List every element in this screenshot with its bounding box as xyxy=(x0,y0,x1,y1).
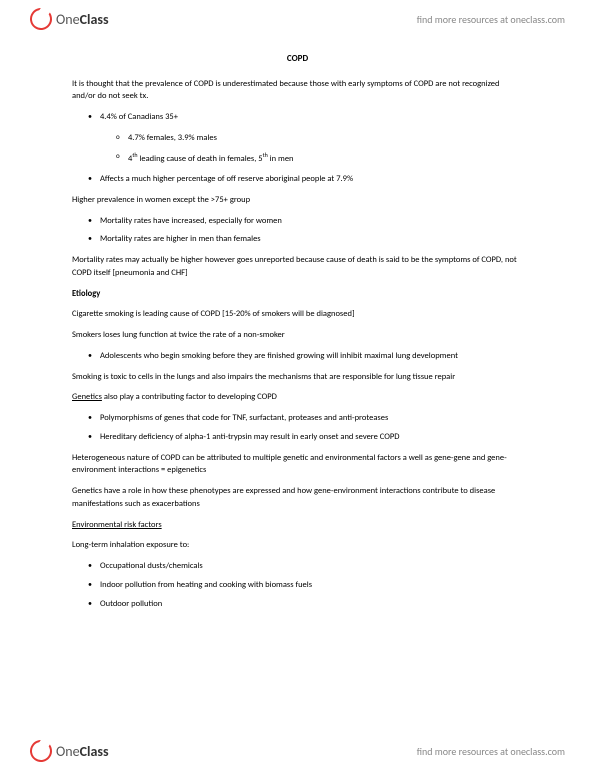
list-item: Mortality rates have increased, especial… xyxy=(72,215,523,228)
etiology-heading: Etiology xyxy=(72,288,523,301)
aboriginal-list: Affects a much higher percentage of off … xyxy=(72,173,523,186)
paragraph: Heterogeneous nature of COPD can be attr… xyxy=(72,452,523,478)
list-item: Hereditary deficiency of alpha-1 anti-tr… xyxy=(72,431,523,444)
list-item: Affects a much higher percentage of off … xyxy=(72,173,523,186)
prevalence-sublist: 4.7% females, 3.9% males 4th leading cau… xyxy=(72,132,523,165)
list-item: Occupational dusts/chemicals xyxy=(72,560,523,573)
env-heading: Environmental risk factors xyxy=(72,519,523,532)
prevalence-list: 4.4% of Canadians 35+ xyxy=(72,111,523,124)
header-link[interactable]: find more resources at oneclass.com xyxy=(417,13,565,26)
list-item: 4.4% of Canadians 35+ xyxy=(72,111,523,124)
document-title: COPD xyxy=(72,52,523,66)
page-header: OneClass find more resources at oneclass… xyxy=(0,0,595,38)
paragraph: Smokers loses lung function at twice the… xyxy=(72,329,523,342)
page-footer: OneClass find more resources at oneclass… xyxy=(0,732,595,770)
mortality-list: Mortality rates have increased, especial… xyxy=(72,215,523,247)
paragraph: Smoking is toxic to cells in the lungs a… xyxy=(72,371,523,384)
list-item: 4th leading cause of death in females, 5… xyxy=(72,151,523,166)
logo-text: OneClass xyxy=(56,11,109,28)
logo-icon xyxy=(28,6,53,31)
genetics-list: Polymorphisms of genes that code for TNF… xyxy=(72,412,523,444)
brand-logo[interactable]: OneClass xyxy=(30,8,109,30)
genetics-paragraph: Genetics also play a contributing factor… xyxy=(72,391,523,404)
env-list: Occupational dusts/chemicals Indoor poll… xyxy=(72,560,523,610)
paragraph: Long-term inhalation exposure to: xyxy=(72,539,523,552)
paragraph: Cigarette smoking is leading cause of CO… xyxy=(72,308,523,321)
brand-logo-footer[interactable]: OneClass xyxy=(30,740,109,762)
logo-icon xyxy=(28,738,53,763)
adolescent-list: Adolescents who begin smoking before the… xyxy=(72,350,523,363)
list-item: Polymorphisms of genes that code for TNF… xyxy=(72,412,523,425)
list-item: 4.7% females, 3.9% males xyxy=(72,132,523,145)
list-item: Mortality rates are higher in men than f… xyxy=(72,233,523,246)
document-body: COPD It is thought that the prevalence o… xyxy=(0,44,595,726)
genetics-label: Genetics xyxy=(72,392,102,402)
list-item: Indoor pollution from heating and cookin… xyxy=(72,579,523,592)
list-item: Outdoor pollution xyxy=(72,598,523,611)
paragraph: Mortality rates may actually be higher h… xyxy=(72,254,523,280)
paragraph: Genetics have a role in how these phenot… xyxy=(72,485,523,511)
footer-link[interactable]: find more resources at oneclass.com xyxy=(417,745,565,758)
list-item: Adolescents who begin smoking before the… xyxy=(72,350,523,363)
intro-paragraph: It is thought that the prevalence of COP… xyxy=(72,78,523,104)
paragraph: Higher prevalence in women except the >7… xyxy=(72,194,523,207)
logo-text: OneClass xyxy=(56,743,109,760)
